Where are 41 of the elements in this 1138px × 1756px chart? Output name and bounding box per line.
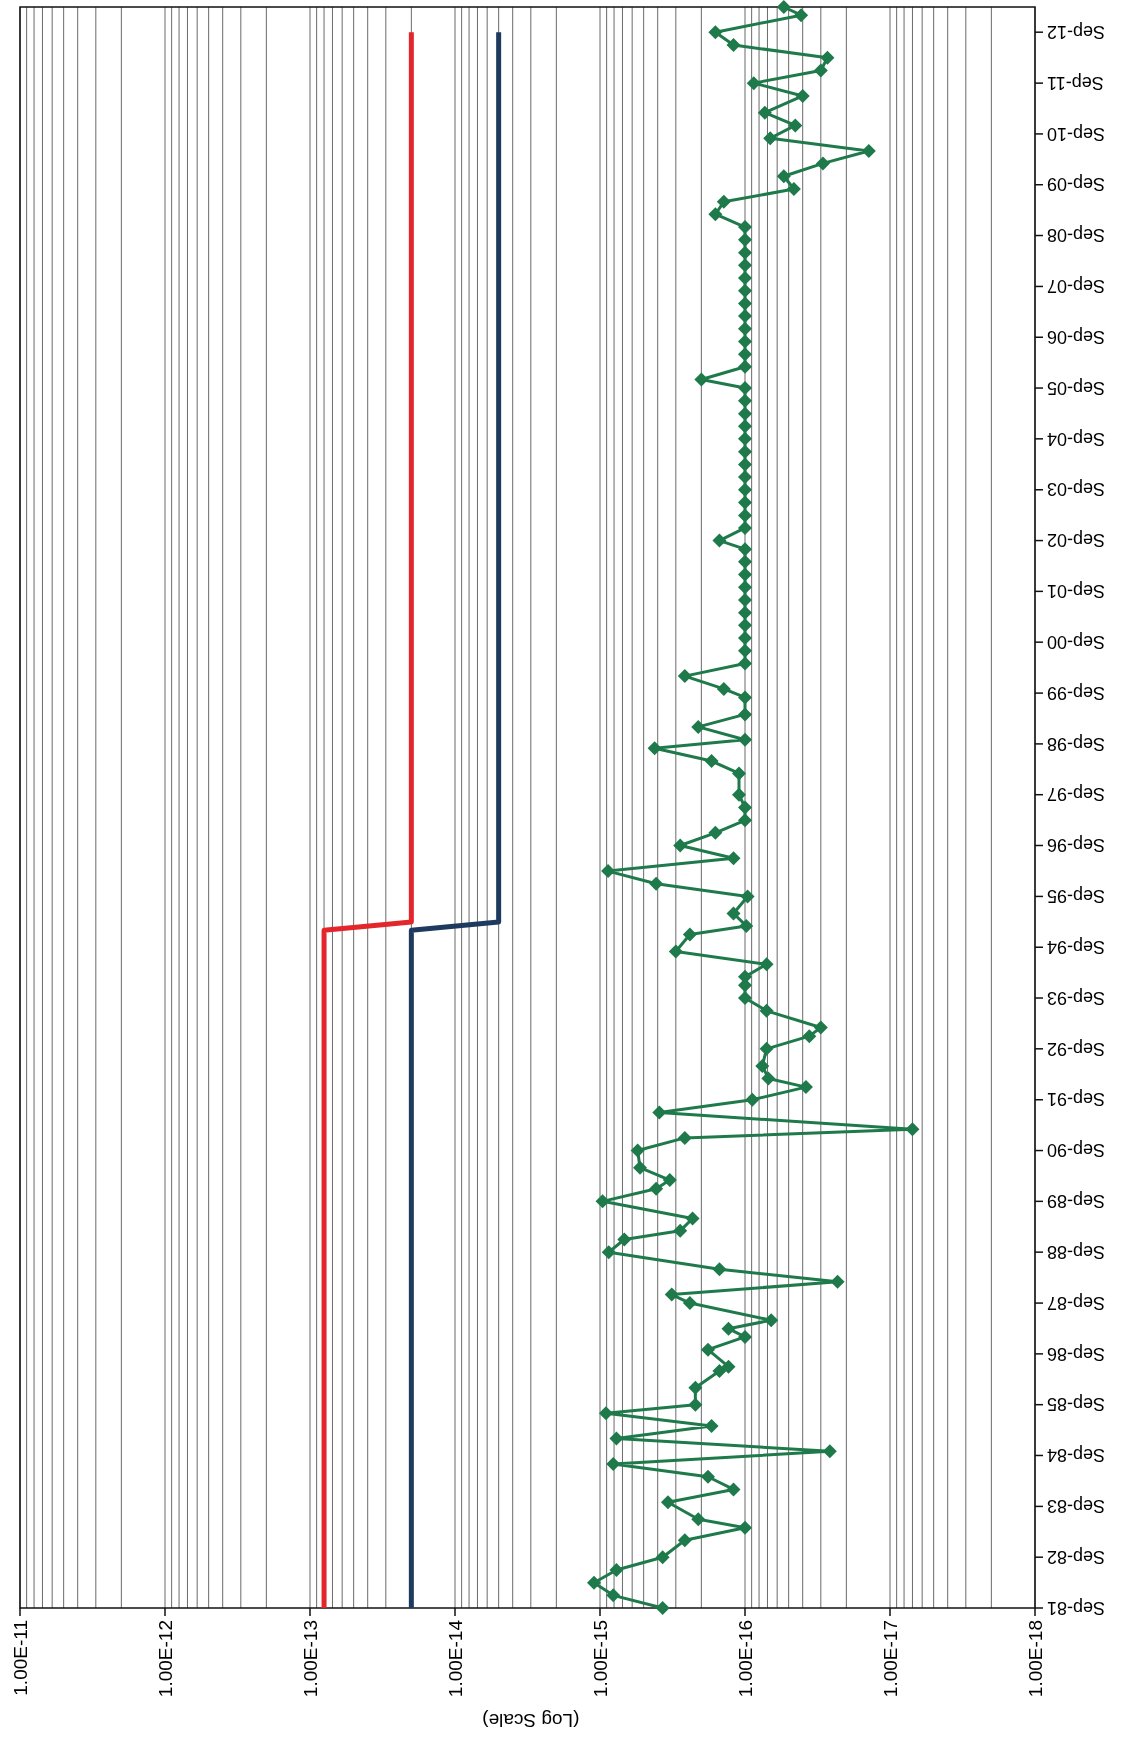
y-tick-label: Sep-00 bbox=[1047, 631, 1106, 652]
x-tick-label: 1.00E-14 bbox=[444, 1619, 466, 1698]
y-tick-label: Sep-94 bbox=[1047, 936, 1106, 957]
y-tick-label: Sep-05 bbox=[1047, 377, 1106, 398]
y-tick-label: Sep-08 bbox=[1047, 225, 1106, 246]
y-tick-label: Sep-97 bbox=[1047, 784, 1106, 805]
y-tick-label: Sep-03 bbox=[1047, 479, 1106, 500]
y-tick-label: Sep-86 bbox=[1047, 1343, 1106, 1364]
y-tick-label: Sep-92 bbox=[1047, 1038, 1106, 1059]
y-tick-label: Sep-82 bbox=[1047, 1546, 1106, 1567]
y-tick-label: Sep-90 bbox=[1047, 1140, 1106, 1161]
x-tick-label: 1.00E-12 bbox=[154, 1620, 176, 1698]
y-tick-label: Sep-07 bbox=[1047, 276, 1106, 297]
y-tick-label: Sep-93 bbox=[1047, 987, 1106, 1008]
y-tick-label: Sep-95 bbox=[1047, 886, 1106, 907]
y-tick-label: Sep-98 bbox=[1047, 733, 1106, 754]
x-tick-label: 1.00E-17 bbox=[879, 1620, 901, 1698]
x-axis-title: (Log Scale) bbox=[482, 1710, 580, 1732]
y-tick-label: Sep-04 bbox=[1047, 428, 1106, 449]
y-tick-label: Sep-02 bbox=[1047, 530, 1106, 551]
y-tick-label: Sep-85 bbox=[1047, 1394, 1106, 1415]
y-tick-label: Sep-99 bbox=[1047, 682, 1106, 703]
x-tick-label: 1.00E-16 bbox=[734, 1620, 756, 1698]
x-tick-label: 1.00E-15 bbox=[589, 1620, 611, 1698]
y-tick-label: Sep-06 bbox=[1047, 326, 1106, 347]
y-tick-label: Sep-91 bbox=[1047, 1089, 1106, 1110]
y-tick-label: Sep-84 bbox=[1047, 1445, 1106, 1466]
y-tick-label: Sep-88 bbox=[1047, 1241, 1106, 1262]
y-tick-label: Sep-87 bbox=[1047, 1292, 1106, 1313]
y-tick-label: Sep-09 bbox=[1047, 174, 1106, 195]
y-tick-label: Sep-81 bbox=[1047, 1597, 1106, 1618]
y-tick-label: Sep-89 bbox=[1047, 1191, 1106, 1212]
x-tick-label: 1.00E-13 bbox=[299, 1620, 321, 1698]
y-tick-label: Sep-96 bbox=[1047, 835, 1106, 856]
x-tick-label: 1.00E-18 bbox=[1024, 1620, 1046, 1698]
y-tick-label: Sep-11 bbox=[1047, 72, 1104, 93]
x-tick-label: 1.00E-11 bbox=[9, 1620, 31, 1696]
y-tick-label: Sep-12 bbox=[1047, 21, 1106, 42]
y-tick-label: Sep-01 bbox=[1047, 581, 1106, 602]
y-tick-label: Sep-83 bbox=[1047, 1496, 1106, 1517]
y-tick-label: Sep-10 bbox=[1047, 123, 1106, 144]
